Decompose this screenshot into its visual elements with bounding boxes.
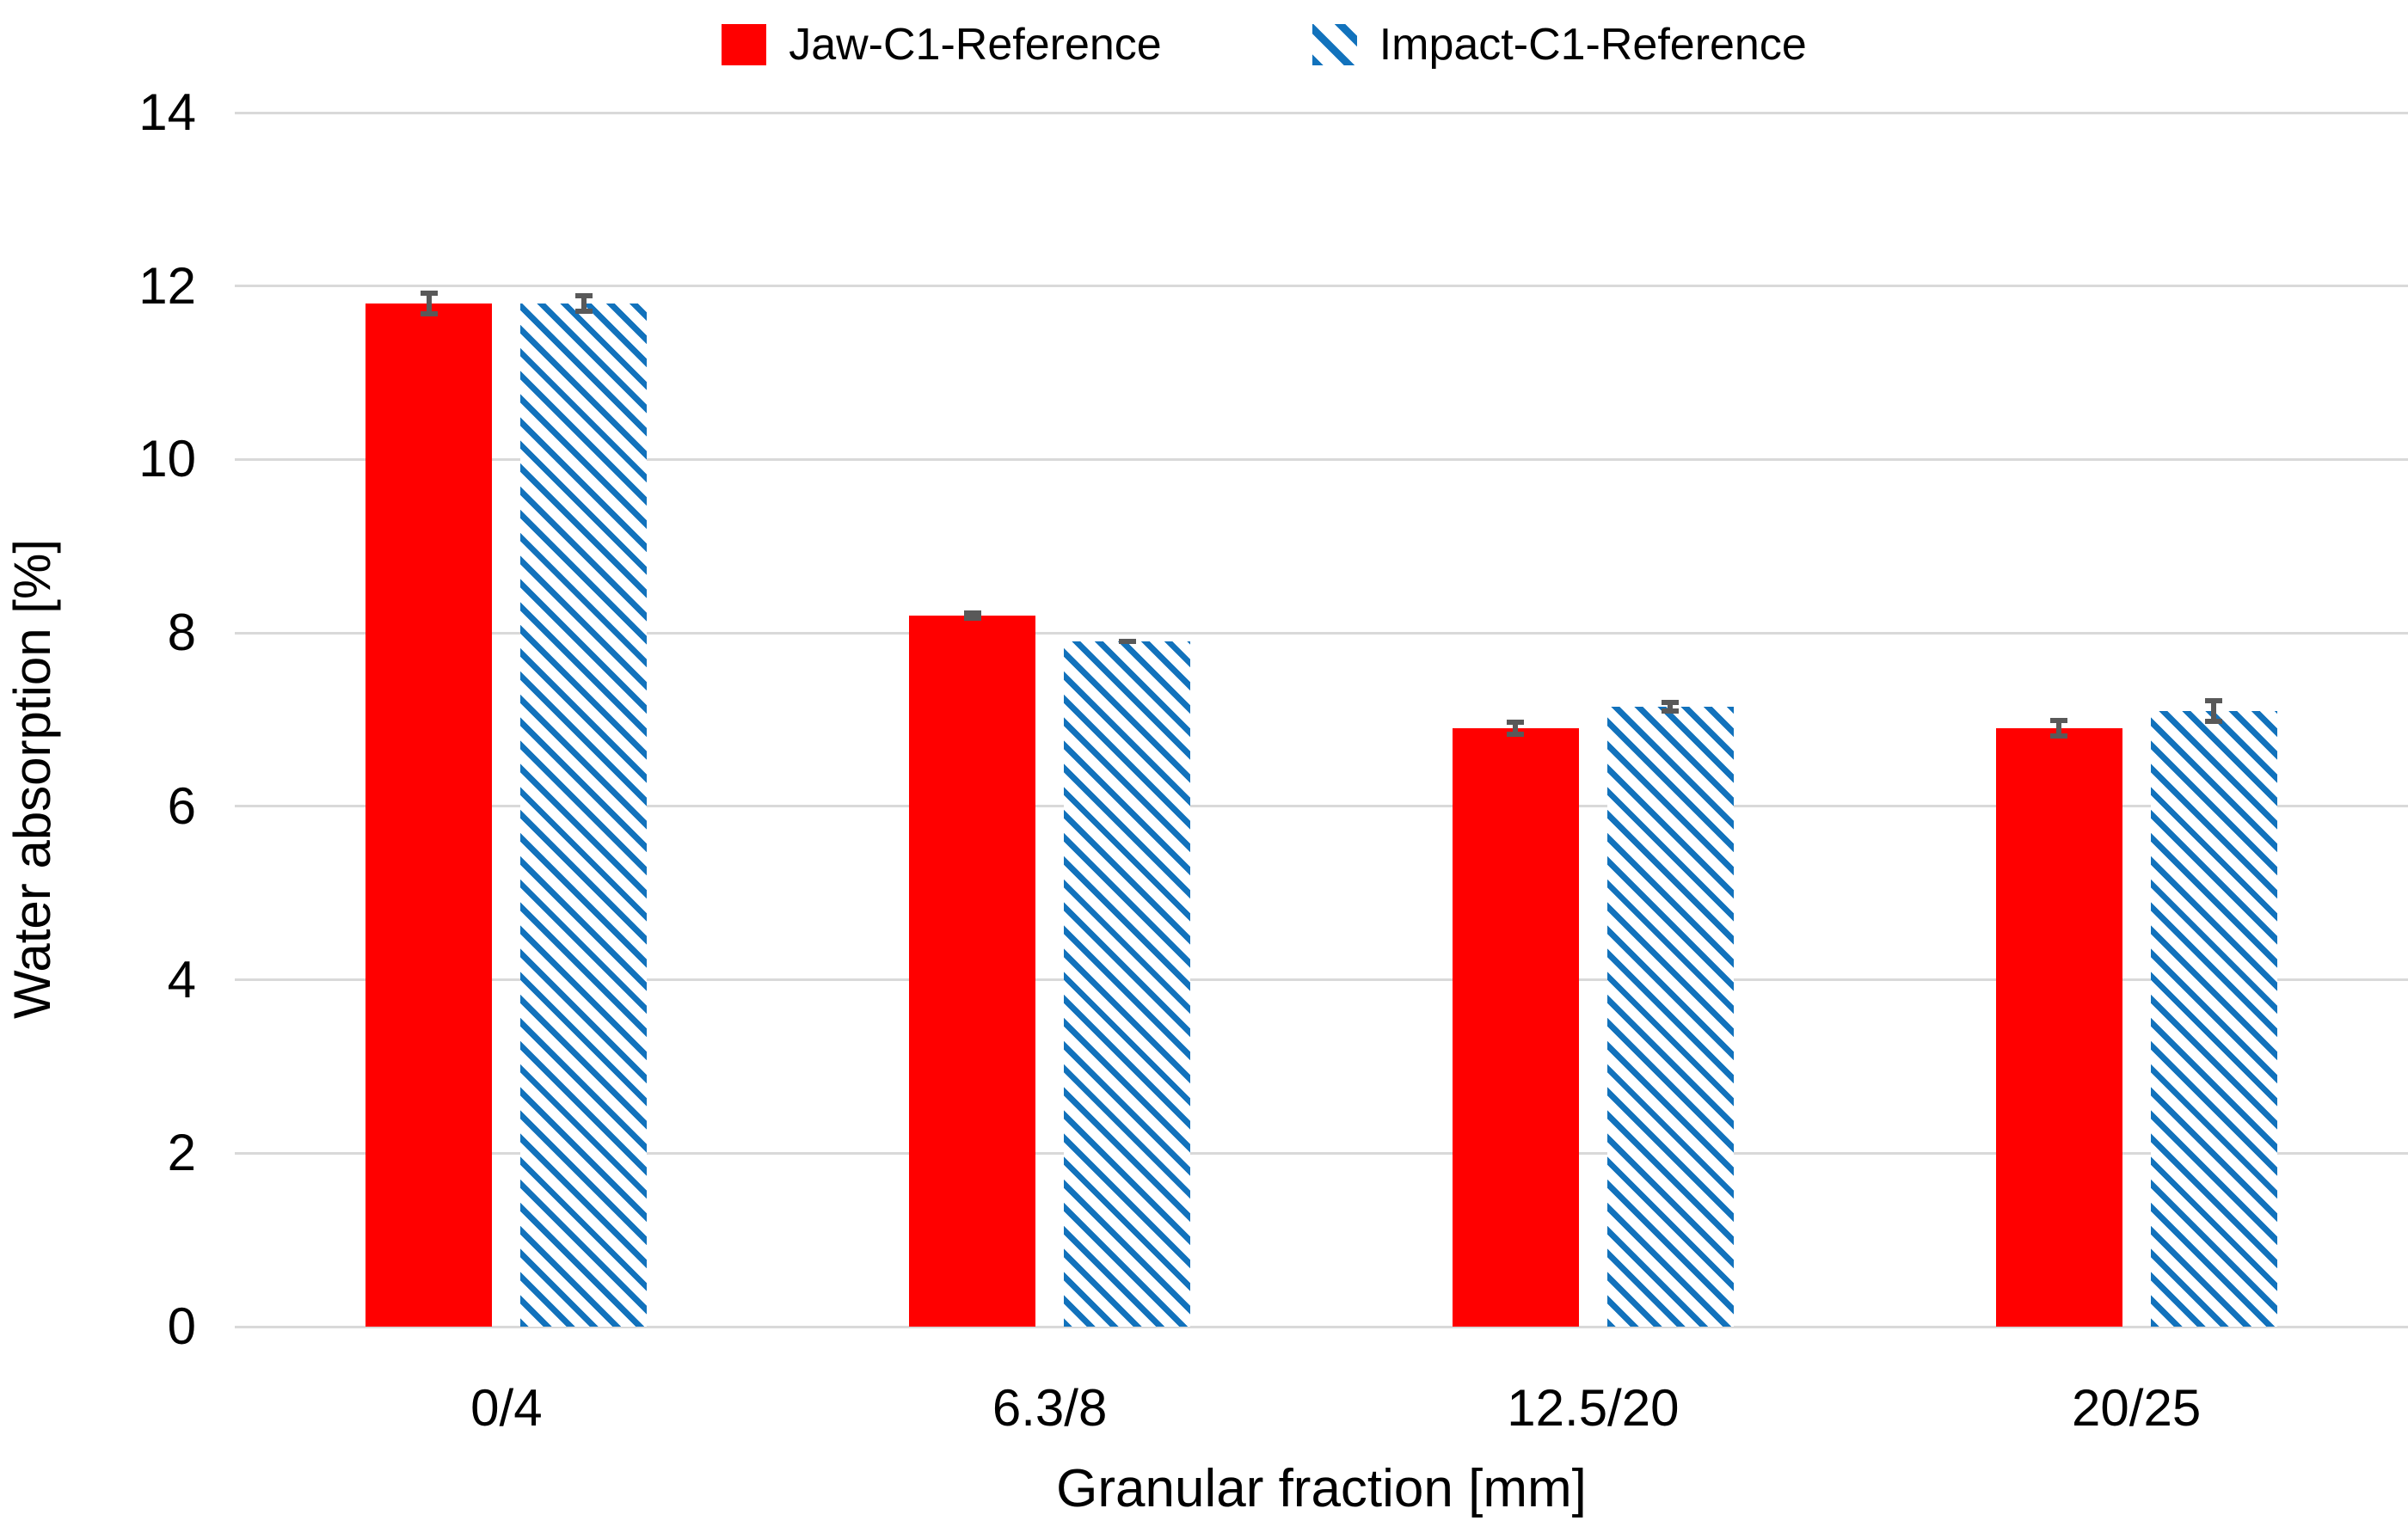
impact-bar-0/4 xyxy=(520,292,648,1327)
error-bar-cap-bot xyxy=(420,311,438,317)
gridline-y-0 xyxy=(235,1325,2408,1328)
impact-bar-6.3/8 xyxy=(1064,639,1191,1327)
bar-group-0/4 xyxy=(235,113,778,1327)
x-axis-title: Granular fraction [mm] xyxy=(1056,1459,1587,1518)
x-tick-label-0/4: 0/4 xyxy=(470,1379,543,1437)
y-tick-label-14: 14 xyxy=(138,83,196,141)
impact-bar-12.5/20 xyxy=(1606,699,1734,1327)
y-tick-label-0: 0 xyxy=(167,1297,196,1355)
error-bar-stem xyxy=(426,290,432,317)
x-tick-label-6.3/8: 6.3/8 xyxy=(992,1379,1108,1437)
plot-area xyxy=(235,111,2408,1328)
error-bar-jaw-6.3/8 xyxy=(963,610,981,622)
error-bar-impact-12.5/20 xyxy=(1662,699,1680,714)
bar-group-12.5/20 xyxy=(1322,113,1865,1327)
gridline-y-2 xyxy=(235,1151,2408,1155)
gridline-y-8 xyxy=(235,631,2408,635)
error-bar-cap-bot xyxy=(2050,733,2068,739)
error-bar-impact-0/4 xyxy=(574,292,593,314)
x-axis-tick-labels: 0/4 6.3/8 12.5/20 20/25 xyxy=(235,1374,2408,1443)
error-bar-stem xyxy=(2211,697,2217,725)
error-bar-jaw-20/25 xyxy=(2050,718,2068,739)
legend-swatch-hatched-blue xyxy=(1312,24,1357,65)
y-tick-label-6: 6 xyxy=(167,776,196,835)
error-bar-jaw-0/4 xyxy=(420,290,438,317)
legend: Jaw-C1-Reference Impact-C1-Reference xyxy=(60,5,2408,84)
jaw-bar-20/25 xyxy=(1995,718,2122,1327)
error-bar-cap-bot xyxy=(1118,639,1136,645)
legend-swatch-solid-red xyxy=(722,24,767,65)
error-bar-stem xyxy=(580,292,587,314)
y-tick-label-10: 10 xyxy=(138,430,196,488)
bar-group-6.3/8 xyxy=(778,113,1322,1327)
legend-label-jaw: Jaw-C1-Reference xyxy=(789,20,1162,70)
legend-label-impact: Impact-C1-Reference xyxy=(1379,20,1807,70)
error-bar-stem xyxy=(1513,720,1519,738)
error-bar-stem xyxy=(969,610,975,622)
error-bar-cap-bot xyxy=(963,616,981,622)
legend-item-jaw: Jaw-C1-Reference xyxy=(722,22,1162,67)
error-bar-impact-6.3/8 xyxy=(1118,639,1136,645)
error-bar-stem xyxy=(2056,718,2062,739)
error-bar-cap-bot xyxy=(1507,732,1525,738)
y-tick-label-12: 12 xyxy=(138,256,196,315)
error-bar-impact-20/25 xyxy=(2205,697,2223,725)
impact-bar-20/25 xyxy=(2150,697,2277,1327)
error-bar-cap-bot xyxy=(574,309,593,314)
gridline-y-6 xyxy=(235,805,2408,808)
error-bar-stem xyxy=(1668,699,1674,714)
jaw-bar-6.3/8 xyxy=(909,610,1036,1327)
gridline-y-10 xyxy=(235,457,2408,461)
bar-group-20/25 xyxy=(1864,113,2408,1327)
error-bar-cap-bot xyxy=(1662,708,1680,714)
legend-item-impact: Impact-C1-Reference xyxy=(1312,22,1807,67)
gridline-y-14 xyxy=(235,111,2408,114)
y-tick-label-4: 4 xyxy=(167,950,196,1009)
bar-groups xyxy=(235,113,2408,1327)
jaw-bar-0/4 xyxy=(366,290,493,1327)
jaw-bar-12.5/20 xyxy=(1452,720,1579,1327)
error-bar-cap-bot xyxy=(2205,719,2223,725)
x-tick-label-20/25: 20/25 xyxy=(2072,1379,2202,1437)
y-tick-label-8: 8 xyxy=(167,604,196,662)
error-bar-jaw-12.5/20 xyxy=(1507,720,1525,738)
gridline-y-4 xyxy=(235,978,2408,982)
x-tick-label-12.5/20: 12.5/20 xyxy=(1507,1379,1680,1437)
y-tick-label-2: 2 xyxy=(167,1124,196,1182)
gridline-y-12 xyxy=(235,285,2408,288)
